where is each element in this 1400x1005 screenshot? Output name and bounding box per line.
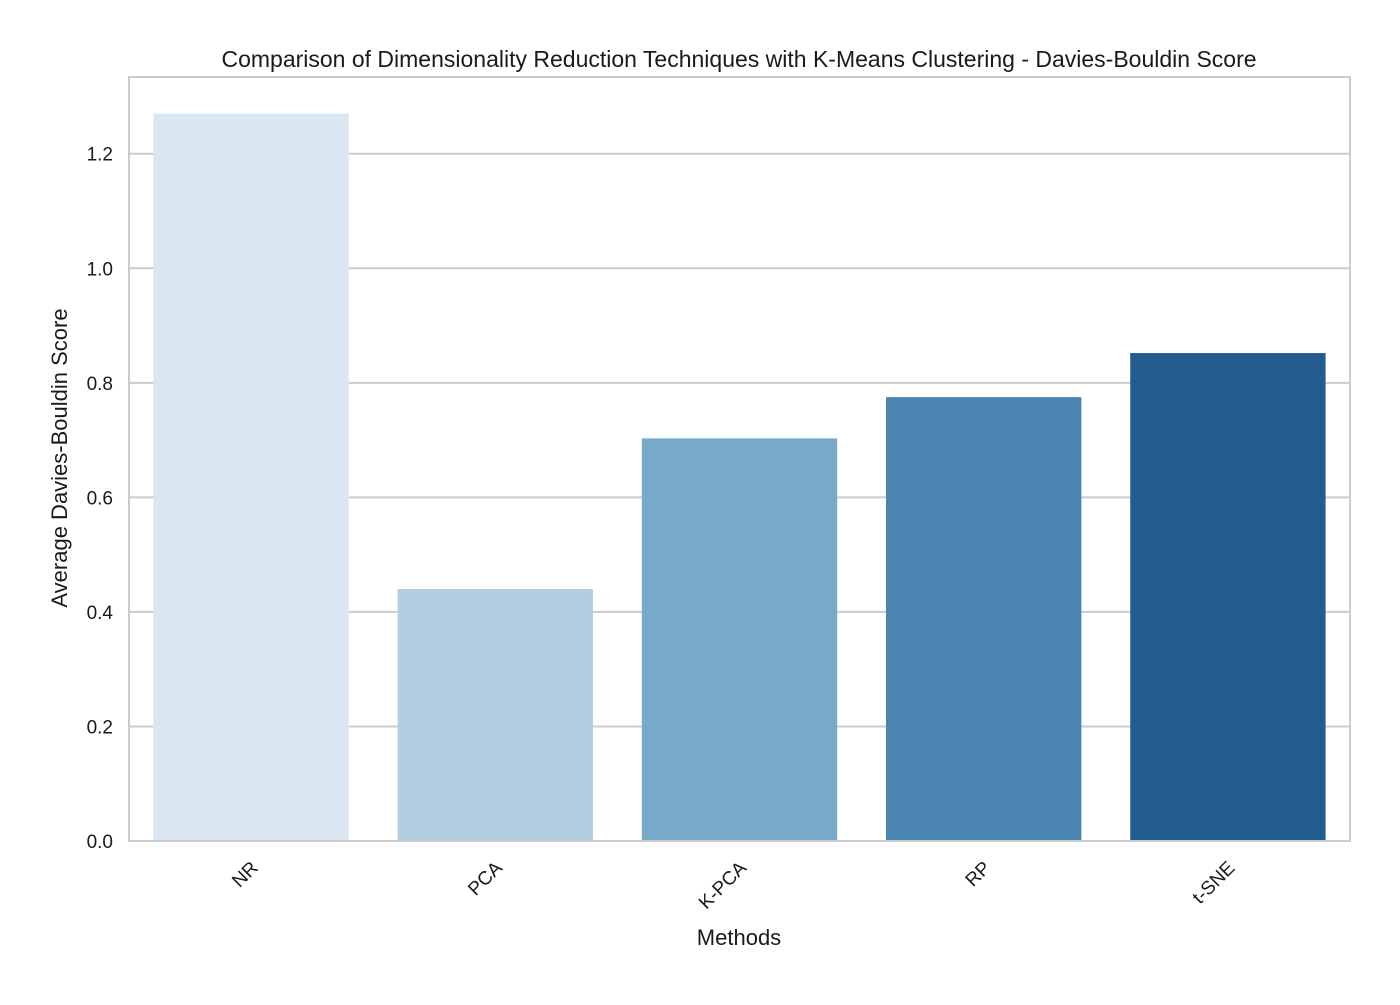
bar-pca [397,589,593,841]
bar-nr [153,113,349,841]
chart-title: Comparison of Dimensionality Reduction T… [221,46,1256,72]
y-tick-label: 1.0 [87,259,113,280]
bars [153,113,1326,841]
x-axis-label: Methods [697,925,781,950]
y-tick-label: 0.6 [87,488,113,509]
plot-frame [128,76,1351,842]
bar-rp [886,397,1082,841]
bar-t-sne [1130,353,1326,841]
y-axis-label: Average Davies-Bouldin Score [47,308,72,607]
y-tick-label: 0.0 [87,832,113,853]
y-tick-labels: 0.0 0.2 0.4 0.6 0.8 1.0 1.2 [87,145,114,853]
y-tick-label: 0.4 [87,603,114,624]
y-tick-label: 1.2 [87,145,113,166]
y-tick-label: 0.8 [87,374,113,395]
y-tick-label: 0.2 [87,717,113,738]
bar-k-pca [641,438,838,841]
